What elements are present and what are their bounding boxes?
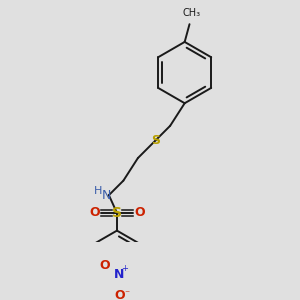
Text: S: S bbox=[151, 134, 160, 147]
Text: ⁻: ⁻ bbox=[124, 289, 129, 299]
Text: N: N bbox=[102, 189, 111, 202]
Text: H: H bbox=[93, 186, 102, 196]
Text: +: + bbox=[122, 264, 128, 273]
Text: CH₃: CH₃ bbox=[182, 8, 200, 18]
Text: O: O bbox=[134, 206, 145, 219]
Text: O: O bbox=[100, 259, 110, 272]
Text: N: N bbox=[114, 268, 124, 281]
Text: O: O bbox=[89, 206, 100, 219]
Text: O: O bbox=[114, 290, 124, 300]
Text: S: S bbox=[112, 206, 122, 220]
